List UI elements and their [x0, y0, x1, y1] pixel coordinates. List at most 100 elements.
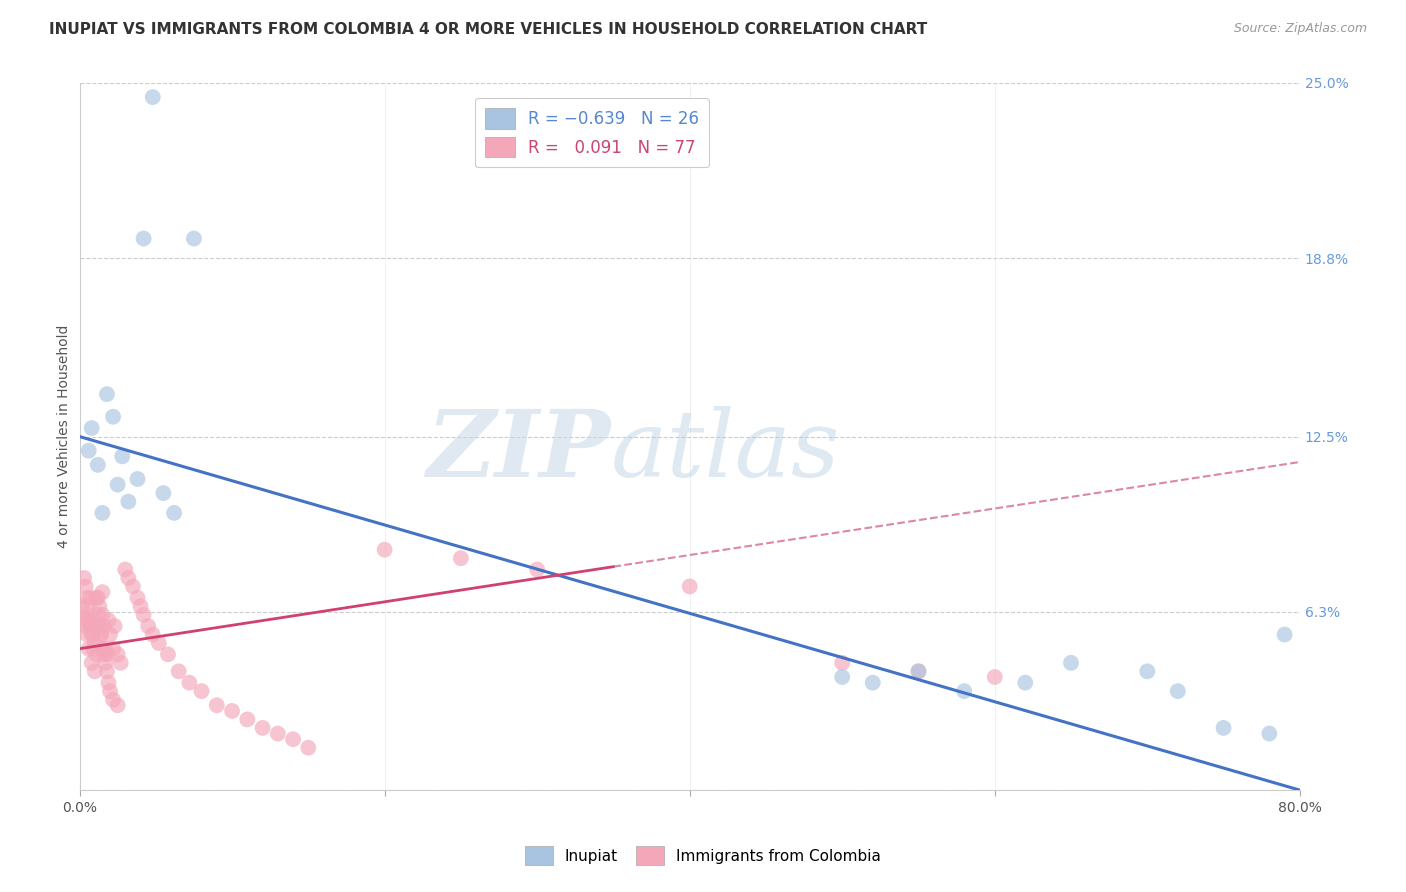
- Point: [127, 591, 149, 605]
- Point: [76, 591, 98, 605]
- Point: [156, 648, 179, 662]
- Point: [87, 458, 110, 472]
- Point: [97, 614, 120, 628]
- Point: [117, 571, 139, 585]
- Point: [1060, 656, 1083, 670]
- Point: [953, 684, 976, 698]
- Point: [96, 665, 118, 679]
- Point: [91, 585, 114, 599]
- Point: [132, 607, 155, 622]
- Point: [831, 656, 853, 670]
- Point: [127, 472, 149, 486]
- Point: [183, 231, 205, 245]
- Point: [76, 607, 98, 622]
- Point: [83, 614, 105, 628]
- Point: [96, 387, 118, 401]
- Point: [142, 90, 165, 104]
- Point: [281, 732, 304, 747]
- Text: ZIP: ZIP: [426, 406, 610, 496]
- Point: [107, 648, 129, 662]
- Point: [907, 665, 929, 679]
- Point: [221, 704, 243, 718]
- Point: [111, 450, 134, 464]
- Point: [82, 627, 104, 641]
- Point: [83, 636, 105, 650]
- Point: [79, 591, 101, 605]
- Point: [190, 684, 212, 698]
- Point: [132, 231, 155, 245]
- Point: [77, 614, 100, 628]
- Point: [87, 591, 110, 605]
- Point: [1258, 726, 1281, 740]
- Point: [97, 675, 120, 690]
- Point: [94, 656, 117, 670]
- Point: [91, 607, 114, 622]
- Point: [1212, 721, 1234, 735]
- Point: [179, 675, 201, 690]
- Point: [84, 648, 107, 662]
- Point: [96, 648, 118, 662]
- Point: [79, 614, 101, 628]
- Point: [93, 619, 115, 633]
- Point: [91, 641, 114, 656]
- Point: [79, 619, 101, 633]
- Point: [163, 506, 186, 520]
- Point: [205, 698, 228, 713]
- Point: [129, 599, 152, 614]
- Point: [136, 619, 159, 633]
- Legend: Inupiat, Immigrants from Colombia: Inupiat, Immigrants from Colombia: [519, 840, 887, 871]
- Point: [80, 421, 103, 435]
- Point: [87, 619, 110, 633]
- Point: [252, 721, 274, 735]
- Point: [148, 636, 170, 650]
- Point: [267, 726, 290, 740]
- Point: [98, 627, 121, 641]
- Point: [907, 665, 929, 679]
- Text: INUPIAT VS IMMIGRANTS FROM COLOMBIA 4 OR MORE VEHICLES IN HOUSEHOLD CORRELATION : INUPIAT VS IMMIGRANTS FROM COLOMBIA 4 OR…: [49, 22, 928, 37]
- Point: [142, 627, 165, 641]
- Text: Source: ZipAtlas.com: Source: ZipAtlas.com: [1233, 22, 1367, 36]
- Point: [91, 506, 114, 520]
- Point: [75, 579, 97, 593]
- Point: [114, 562, 136, 576]
- Point: [87, 607, 110, 622]
- Point: [1274, 627, 1296, 641]
- Legend: R = −0.639   N = 26, R =   0.091   N = 77: R = −0.639 N = 26, R = 0.091 N = 77: [475, 98, 709, 168]
- Point: [89, 619, 111, 633]
- Point: [104, 619, 127, 633]
- Point: [679, 579, 702, 593]
- Point: [862, 675, 884, 690]
- Point: [83, 665, 105, 679]
- Point: [80, 656, 103, 670]
- Point: [73, 614, 96, 628]
- Point: [89, 599, 111, 614]
- Point: [1167, 684, 1189, 698]
- Point: [90, 627, 112, 641]
- Point: [94, 641, 117, 656]
- Point: [450, 551, 472, 566]
- Point: [82, 641, 104, 656]
- Point: [526, 562, 548, 576]
- Point: [76, 627, 98, 641]
- Point: [122, 579, 145, 593]
- Point: [117, 494, 139, 508]
- Point: [1014, 675, 1036, 690]
- Point: [98, 684, 121, 698]
- Point: [107, 698, 129, 713]
- Y-axis label: 4 or more Vehicles in Household: 4 or more Vehicles in Household: [58, 325, 72, 549]
- Point: [90, 627, 112, 641]
- Point: [77, 599, 100, 614]
- Point: [93, 648, 115, 662]
- Point: [84, 591, 107, 605]
- Point: [831, 670, 853, 684]
- Point: [73, 571, 96, 585]
- Point: [72, 599, 94, 614]
- Point: [101, 409, 124, 424]
- Text: atlas: atlas: [610, 406, 839, 496]
- Point: [152, 486, 174, 500]
- Point: [80, 619, 103, 633]
- Point: [107, 477, 129, 491]
- Point: [77, 641, 100, 656]
- Point: [101, 692, 124, 706]
- Point: [75, 619, 97, 633]
